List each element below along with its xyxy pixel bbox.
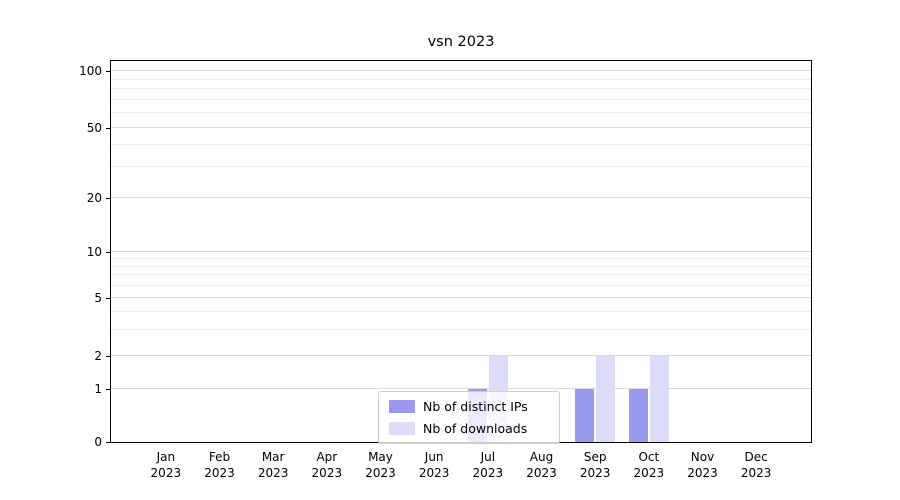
x-tick-label: Mar 2023 [257, 450, 289, 480]
x-tick-label: Dec 2023 [740, 450, 772, 480]
legend-swatch-distinct-ips [389, 400, 415, 413]
x-tick-label: Nov 2023 [687, 450, 718, 480]
x-tick-label: Jul 2023 [472, 450, 504, 480]
y-tick-label: 5 [94, 290, 102, 305]
x-tick-label: Aug 2023 [526, 450, 557, 480]
y-tick-mark [106, 198, 110, 200]
x-tick-label: Apr 2023 [311, 450, 343, 480]
x-tick-label: Oct 2023 [633, 450, 665, 480]
x-tick-label: Jun 2023 [418, 450, 450, 480]
gridline [111, 88, 811, 90]
legend: Nb of distinct IPs Nb of downloads [378, 391, 560, 444]
gridline [111, 78, 811, 80]
y-tick-mark [106, 251, 110, 253]
y-tick-label: 50 [86, 120, 102, 135]
y-tick-mark [106, 297, 110, 299]
y-tick-mark [106, 442, 110, 443]
bar-downloads [649, 355, 669, 442]
gridline [111, 126, 811, 128]
y-tick-label: 1 [94, 382, 102, 397]
x-tick-label: Sep 2023 [579, 450, 611, 480]
x-tick-label: Feb 2023 [204, 450, 235, 480]
gridline [111, 296, 811, 298]
gridline [111, 257, 811, 259]
y-tick-label: 2 [94, 348, 102, 363]
y-tick-mark [106, 127, 110, 129]
gridline [111, 165, 811, 167]
gridline [111, 99, 811, 101]
gridline [111, 69, 811, 71]
gridline [111, 284, 811, 286]
gridline [111, 265, 811, 267]
gridline [111, 111, 811, 113]
legend-entry-distinct-ips: Nb of distinct IPs [389, 399, 549, 414]
gridline [111, 197, 811, 199]
y-tick-label: 10 [86, 244, 102, 259]
y-tick-mark [106, 389, 110, 391]
legend-label: Nb of distinct IPs [423, 399, 528, 414]
plot-area: Nb of distinct IPs Nb of downloads [110, 60, 812, 444]
y-tick-mark [106, 70, 110, 72]
bar-distinct-ips [628, 389, 648, 442]
bar-downloads [596, 355, 616, 442]
x-tick-label: May 2023 [365, 450, 396, 480]
gridline [111, 354, 811, 356]
gridline [111, 328, 811, 330]
bar-distinct-ips [575, 389, 595, 442]
y-tick-label: 20 [86, 191, 102, 206]
gridline [111, 388, 811, 390]
chart-title: vsn 2023 [427, 34, 495, 50]
gridline [111, 310, 811, 312]
legend-label: Nb of downloads [423, 421, 528, 436]
y-tick-label: 0 [94, 435, 102, 449]
legend-entry-downloads: Nb of downloads [389, 421, 549, 436]
gridline [111, 250, 811, 252]
gridline [111, 274, 811, 276]
legend-swatch-downloads [389, 422, 415, 435]
y-tick-mark [106, 355, 110, 357]
y-tick-label: 100 [79, 63, 102, 78]
gridline [111, 143, 811, 145]
x-tick-label: Jan 2023 [150, 450, 182, 480]
